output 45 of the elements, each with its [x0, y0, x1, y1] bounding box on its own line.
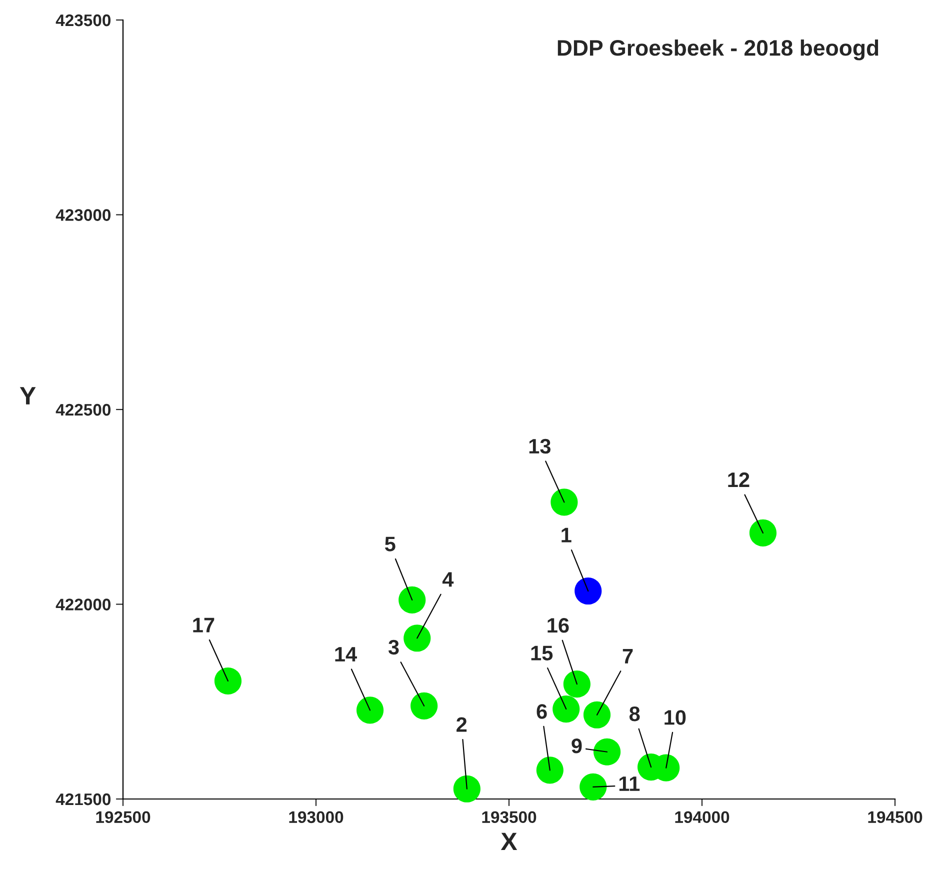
point [398, 586, 426, 614]
annotation: 4 [442, 572, 454, 587]
x-tick-label: 193500 [482, 811, 536, 824]
point [356, 696, 384, 724]
annotation: 2 [456, 717, 467, 732]
annotation: 1 [562, 528, 572, 542]
annotation: 5 [384, 536, 396, 552]
point [580, 773, 607, 800]
annotation: 3 [388, 640, 399, 655]
annotation: 12 [728, 472, 750, 487]
y-tick-label: 422500 [56, 404, 111, 416]
annotation: 8 [629, 706, 640, 722]
x-tick-label: 194500 [868, 811, 922, 824]
annotation: 14 [335, 647, 357, 662]
point [453, 775, 480, 802]
point [749, 519, 777, 547]
annotation: 13 [529, 438, 551, 454]
point [552, 695, 580, 723]
annotation: 15 [531, 646, 553, 660]
text: DDP Groesbeek - 2018 beoogd [558, 39, 878, 60]
point [214, 667, 242, 695]
annotation: 6 [536, 704, 547, 719]
point [536, 756, 564, 784]
x-axis-title: X [500, 832, 518, 850]
point [410, 692, 438, 720]
point [404, 624, 431, 652]
y-tick-label: 421500 [56, 793, 111, 806]
point [594, 738, 621, 766]
annotation: 9 [572, 738, 582, 754]
annotation: 17 [193, 618, 214, 632]
annotation: 16 [548, 618, 569, 633]
point [550, 488, 578, 516]
y-tick-label: 422000 [56, 598, 111, 610]
x-tick-label: 194000 [675, 811, 730, 824]
point [583, 701, 611, 728]
x-tick-label: 193000 [289, 811, 344, 824]
annotation: 11 [619, 776, 640, 791]
y-tick-label: 423500 [56, 14, 111, 26]
y-axis-title: Y [20, 387, 36, 404]
annotation: 7 [622, 648, 633, 664]
annotation: 10 [664, 710, 686, 725]
x-tick-label: 192500 [96, 811, 150, 824]
point [563, 670, 590, 698]
point [574, 577, 602, 605]
y-tick-label: 423000 [56, 209, 111, 221]
